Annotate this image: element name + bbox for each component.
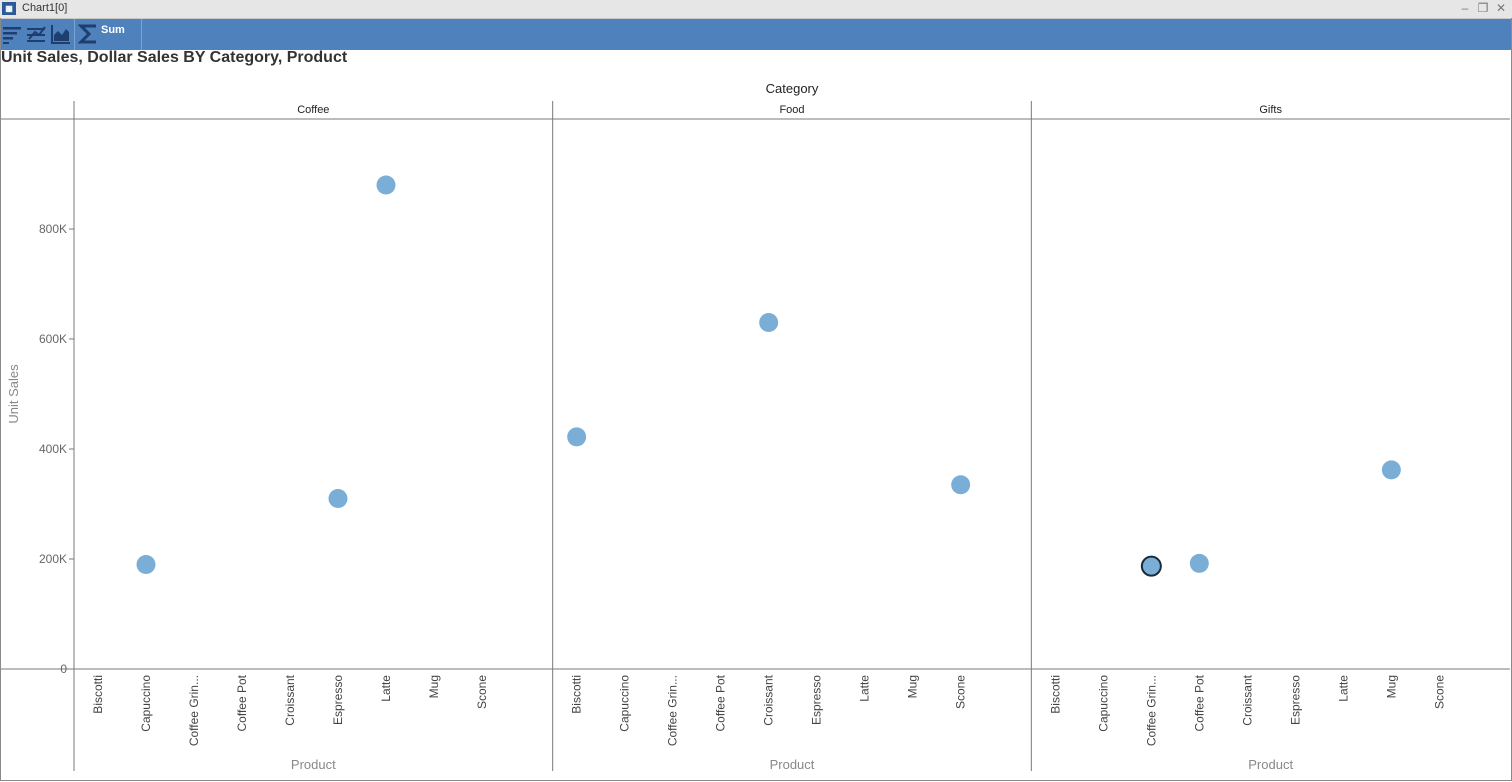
x-tick-label: Espresso: [810, 675, 824, 725]
x-axis-title: Product: [1248, 757, 1293, 772]
data-point: [951, 475, 971, 495]
x-tick-label: Coffee Grin...: [1144, 675, 1158, 746]
x-tick-label: Croissant: [762, 674, 776, 725]
x-axis-title: Product: [770, 757, 815, 772]
y-tick-label: 200K: [39, 552, 67, 566]
panel-header-gifts: Gifts: [1259, 104, 1282, 116]
x-tick-label: Coffee Pot: [235, 674, 249, 731]
data-point: [376, 175, 396, 195]
data-point: [1189, 553, 1209, 573]
filter-icon[interactable]: [26, 23, 48, 45]
toolbar-separator: [141, 19, 142, 50]
data-point: [136, 555, 156, 574]
x-tick-label: Scone: [475, 675, 489, 709]
y-tick-label: 800K: [39, 222, 67, 236]
sum-button-label[interactable]: Sum: [101, 24, 125, 36]
x-tick-label: Croissant: [283, 674, 297, 725]
x-tick-label: Coffee Pot: [1192, 674, 1206, 731]
x-tick-label: Mug: [1384, 675, 1398, 698]
data-point: [1140, 555, 1162, 577]
restore-icon[interactable]: ❐: [1477, 1, 1489, 15]
close-icon[interactable]: ✕: [1495, 1, 1507, 15]
chart-type-icon[interactable]: [50, 23, 72, 45]
data-point: [567, 427, 587, 447]
x-tick-label: Espresso: [1288, 675, 1302, 725]
data-point: [1381, 460, 1401, 480]
panel-header-coffee: Coffee: [297, 104, 329, 116]
x-tick-label: Latte: [1336, 675, 1350, 702]
x-tick-label: Capuccino: [1096, 675, 1110, 732]
window-title-bar: ▦ Chart1[0] – ❐ ✕: [0, 0, 1512, 19]
x-tick-label: Espresso: [331, 675, 345, 725]
toolbar-separator: [74, 19, 75, 50]
panel-header-food: Food: [779, 104, 804, 116]
x-tick-label: Capuccino: [618, 675, 632, 732]
x-tick-label: Coffee Grin...: [187, 675, 201, 746]
sort-icon[interactable]: [2, 23, 24, 45]
x-tick-label: Scone: [1432, 675, 1446, 709]
x-tick-label: Biscotti: [91, 675, 105, 714]
chart-toolbar: [0, 19, 1512, 50]
x-tick-label: Croissant: [1240, 674, 1254, 725]
data-point: [759, 313, 779, 332]
x-axis-title: Product: [291, 757, 336, 772]
x-tick-label: Capuccino: [139, 675, 153, 732]
facet-label: Category: [766, 81, 819, 96]
x-tick-label: Latte: [858, 675, 872, 702]
x-tick-label: Mug: [427, 675, 441, 698]
x-tick-label: Latte: [379, 675, 393, 702]
y-tick-label: 600K: [39, 332, 67, 346]
x-tick-label: Scone: [954, 675, 968, 709]
window-title: Chart1[0]: [22, 2, 68, 14]
app-chart-icon: ▦: [2, 2, 16, 15]
sum-icon[interactable]: [77, 23, 100, 45]
chart-title: Unit Sales, Dollar Sales BY Category, Pr…: [1, 49, 348, 66]
x-tick-label: Mug: [906, 675, 920, 698]
x-tick-label: Coffee Grin...: [666, 675, 680, 746]
y-tick-label: 0: [60, 662, 67, 676]
minimize-icon[interactable]: –: [1461, 1, 1469, 15]
x-tick-label: Biscotti: [570, 675, 584, 714]
y-axis-title: Unit Sales: [6, 364, 21, 424]
y-tick-label: 400K: [39, 442, 67, 456]
x-tick-label: Coffee Pot: [714, 674, 728, 731]
x-tick-label: Biscotti: [1048, 675, 1062, 714]
data-point: [328, 489, 348, 508]
